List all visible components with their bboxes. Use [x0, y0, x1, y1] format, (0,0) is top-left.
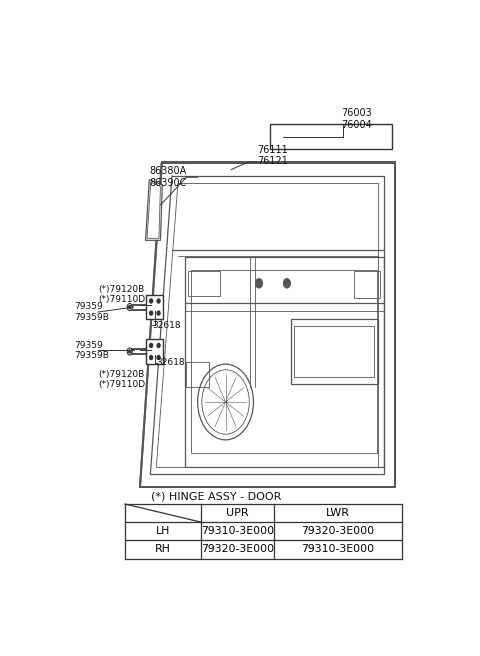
Text: RH: RH	[156, 544, 171, 554]
Text: 79320-3E000: 79320-3E000	[301, 526, 374, 537]
Text: (*)79120B
(*)79110D: (*)79120B (*)79110D	[98, 285, 145, 304]
Text: (*)79120B
(*)79110D: (*)79120B (*)79110D	[98, 370, 145, 390]
Text: LH: LH	[156, 526, 170, 537]
Text: 79359
79359B: 79359 79359B	[74, 302, 109, 322]
Text: 79359
79359B: 79359 79359B	[74, 340, 109, 360]
Text: 86380A
86390C: 86380A 86390C	[149, 167, 187, 188]
Text: 79320-3E000: 79320-3E000	[201, 544, 274, 554]
Circle shape	[129, 306, 131, 308]
Polygon shape	[146, 295, 163, 319]
Circle shape	[284, 279, 290, 288]
Text: 76111
76121: 76111 76121	[257, 145, 288, 167]
Polygon shape	[146, 339, 163, 363]
Circle shape	[150, 343, 153, 348]
Circle shape	[157, 311, 160, 315]
Text: 76003
76004: 76003 76004	[341, 108, 372, 130]
Polygon shape	[145, 180, 162, 240]
Circle shape	[256, 279, 263, 288]
Circle shape	[150, 311, 153, 315]
Polygon shape	[140, 162, 395, 487]
Circle shape	[129, 350, 131, 353]
Circle shape	[157, 299, 160, 303]
Text: 79310-3E000: 79310-3E000	[201, 526, 274, 537]
Circle shape	[150, 356, 153, 359]
Circle shape	[150, 299, 153, 303]
Text: LWR: LWR	[326, 508, 350, 518]
Text: 32618: 32618	[152, 321, 181, 330]
Circle shape	[157, 356, 160, 359]
Text: 32618: 32618	[156, 358, 185, 367]
Text: (*) HINGE ASSY - DOOR: (*) HINGE ASSY - DOOR	[151, 492, 281, 502]
Text: 79310-3E000: 79310-3E000	[301, 544, 374, 554]
Text: UPR: UPR	[226, 508, 249, 518]
Circle shape	[157, 343, 160, 348]
